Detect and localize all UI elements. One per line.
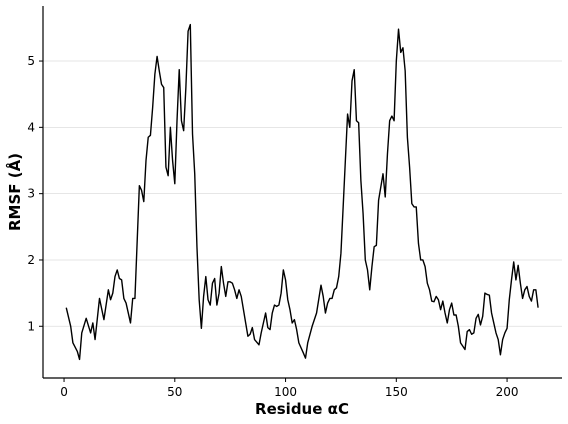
y-tick-label: 1 (27, 319, 35, 333)
data-line (65, 23, 539, 361)
x-tick-label: 100 (274, 385, 297, 399)
y-tick-label: 4 (27, 120, 35, 134)
x-axis-label: Residue αC (255, 400, 349, 418)
y-tick-label: 3 (27, 187, 35, 201)
y-axis-label: RMSF (Å) (5, 153, 24, 231)
x-tick-label: 150 (385, 385, 408, 399)
y-tick-label: 5 (27, 54, 35, 68)
y-tick-label: 2 (27, 253, 35, 267)
x-tick-label: 50 (167, 385, 182, 399)
x-tick-label: 200 (496, 385, 519, 399)
x-tick-label: 0 (60, 385, 68, 399)
